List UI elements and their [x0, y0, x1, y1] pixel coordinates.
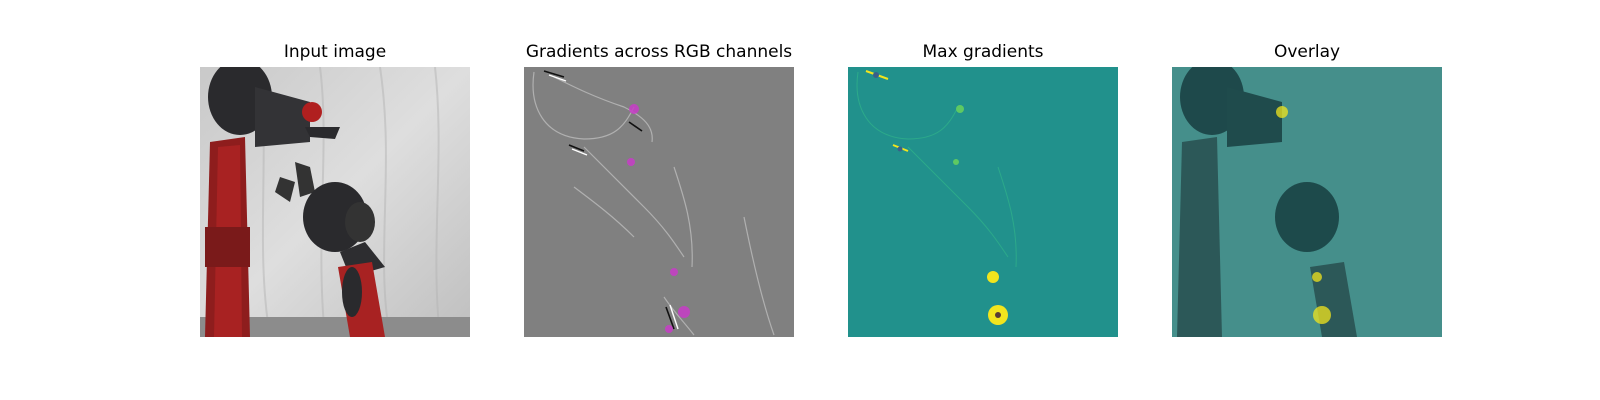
- input-image-panel: [200, 67, 470, 337]
- overlay-panel: [1172, 67, 1442, 337]
- panel-title-max-gradients: Max gradients: [922, 42, 1044, 62]
- panel-title-input-image: Input image: [283, 42, 387, 62]
- panel-title-rgb-gradients: Gradients across RGB channels: [525, 42, 793, 62]
- rgb-gradients-panel: [524, 67, 794, 337]
- robot-arm-photo: [200, 67, 470, 337]
- max-gradient-map: [848, 67, 1118, 337]
- max-gradients-panel: [848, 67, 1118, 337]
- panel-title-overlay: Overlay: [1273, 42, 1341, 62]
- overlay-image: [1172, 67, 1442, 337]
- rgb-gradient-map: [524, 67, 794, 337]
